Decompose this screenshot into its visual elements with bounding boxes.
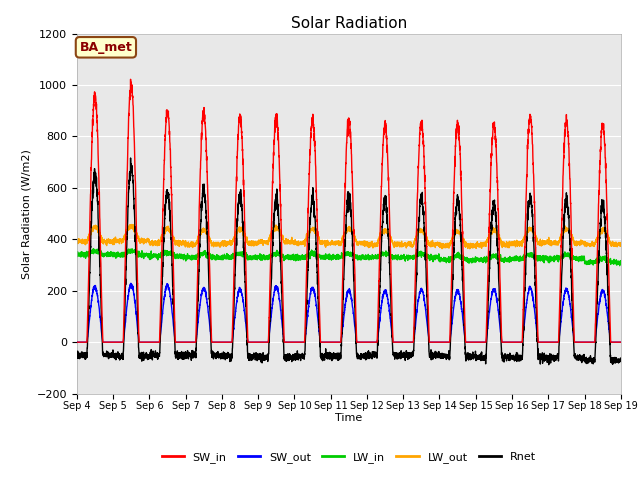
Rnet (617, 355, 625, 361)
Text: BA_met: BA_met (79, 41, 132, 54)
SW_in (471, 339, 479, 345)
Y-axis label: Solar Radiation (W/m2): Solar Radiation (W/m2) (21, 149, 31, 278)
LW_in (171, 252, 179, 258)
SW_out (471, 339, 479, 345)
LW_in (502, 258, 509, 264)
LW_in (329, 253, 337, 259)
Rnet (73, 351, 81, 357)
SW_out (441, 339, 449, 345)
LW_in (616, 263, 623, 269)
SW_in (73, 339, 81, 345)
LW_in (616, 259, 624, 264)
LW_out (616, 242, 624, 248)
LW_out (329, 240, 337, 246)
SW_in (441, 339, 449, 345)
SW_out (127, 280, 134, 286)
SW_out (616, 339, 624, 345)
Title: Solar Radiation: Solar Radiation (291, 16, 407, 31)
Line: LW_in: LW_in (77, 249, 621, 266)
Line: SW_out: SW_out (77, 283, 621, 342)
LW_in (617, 258, 625, 264)
LW_out (502, 241, 509, 247)
Rnet (127, 155, 134, 161)
Line: SW_in: SW_in (77, 79, 621, 342)
SW_in (616, 339, 624, 345)
Line: Rnet: Rnet (77, 158, 621, 365)
LW_in (90, 246, 97, 252)
SW_out (502, 339, 509, 345)
SW_in (502, 339, 509, 345)
Rnet (545, 362, 552, 368)
SW_in (329, 339, 337, 345)
SW_out (73, 339, 81, 345)
SW_out (171, 334, 179, 340)
Rnet (441, 353, 449, 359)
LW_out (617, 242, 625, 248)
LW_out (73, 240, 81, 246)
Rnet (329, 352, 337, 358)
SW_in (171, 318, 179, 324)
Rnet (471, 353, 479, 359)
SW_out (329, 339, 337, 345)
SW_in (127, 76, 134, 82)
Rnet (616, 356, 624, 361)
LW_in (441, 257, 449, 263)
Legend: SW_in, SW_out, LW_in, LW_out, Rnet: SW_in, SW_out, LW_in, LW_out, Rnet (157, 447, 540, 467)
LW_out (128, 222, 136, 228)
Line: LW_out: LW_out (77, 225, 621, 249)
X-axis label: Time: Time (335, 413, 362, 422)
LW_out (471, 243, 479, 249)
Rnet (171, 337, 179, 343)
LW_out (466, 246, 474, 252)
SW_out (617, 339, 625, 345)
SW_in (617, 339, 625, 345)
LW_in (471, 257, 479, 263)
LW_out (171, 238, 179, 244)
Rnet (502, 355, 509, 361)
LW_out (441, 243, 449, 249)
LW_in (73, 252, 81, 257)
